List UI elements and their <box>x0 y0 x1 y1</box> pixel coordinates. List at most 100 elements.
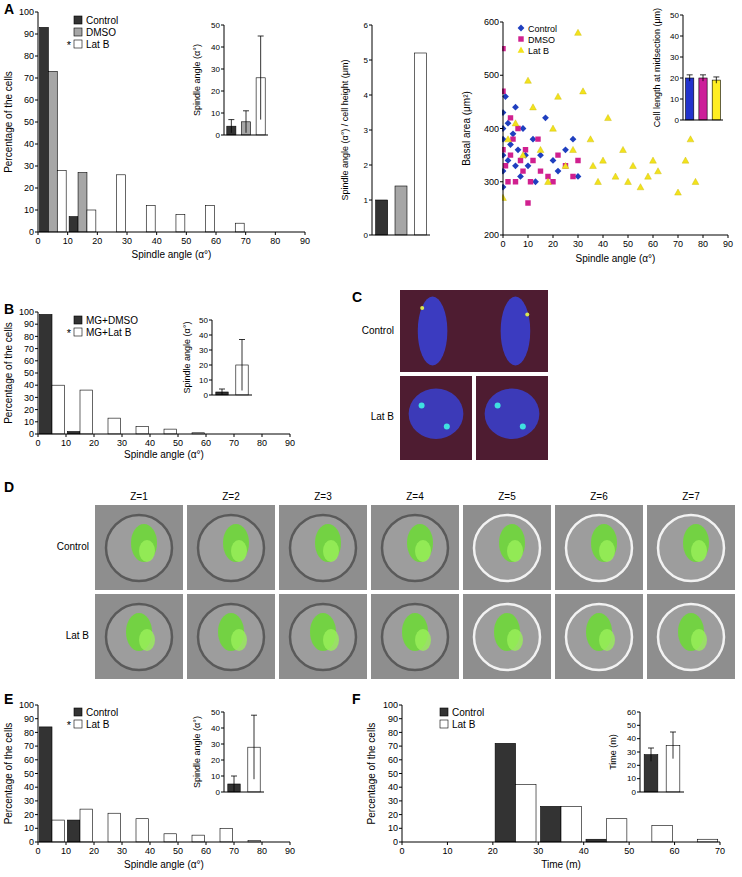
point <box>525 200 530 205</box>
x-tick-label: 10 <box>61 438 71 448</box>
bars <box>39 314 204 434</box>
row-label: Control <box>57 541 89 552</box>
point <box>523 147 528 152</box>
x-tick <box>97 232 98 235</box>
y-tick <box>35 34 38 35</box>
x-tick <box>150 434 151 437</box>
bar <box>376 200 388 235</box>
y-axis-title: Percentage of the cells <box>3 71 14 173</box>
y-tick <box>399 800 402 801</box>
x-axis <box>38 232 305 233</box>
y-tick <box>35 12 38 13</box>
micrograph-bg <box>95 505 183 590</box>
y-tick <box>369 200 372 201</box>
cell <box>474 515 540 581</box>
micrograph-haze <box>400 290 548 372</box>
bar-chart: 01020304050Cell length at midsection (μm… <box>652 8 723 127</box>
y-tick-label: 100 <box>19 7 34 17</box>
y-tick <box>369 60 372 61</box>
x-axis-title: Time (m) <box>541 859 581 870</box>
y-tick-label: 30 <box>24 796 34 806</box>
x-tick <box>720 842 721 845</box>
y-tick-label: 30 <box>627 748 636 757</box>
y-tick-label: 60 <box>24 356 34 366</box>
x-tick-label: 20 <box>89 846 99 856</box>
point <box>605 114 612 120</box>
legend-label: DMSO <box>86 27 116 38</box>
x-tick <box>538 842 539 845</box>
x-tick-label: 70 <box>241 236 251 246</box>
y-tick-label: 30 <box>670 53 679 62</box>
x-tick-label: 60 <box>211 236 221 246</box>
y-tick-label: 500 <box>484 70 499 80</box>
x-tick-label: 90 <box>300 236 310 246</box>
y-tick <box>35 718 38 719</box>
micrograph <box>95 594 183 679</box>
micrograph-bg <box>463 594 551 679</box>
y-tick <box>500 75 503 76</box>
spindle-signal <box>507 629 523 651</box>
micrograph-bg <box>279 505 367 590</box>
y-axis-title: Percentage of the cells <box>3 723 14 825</box>
y-tick <box>209 320 212 321</box>
x-tick-label: 30 <box>117 438 127 448</box>
point <box>538 168 543 173</box>
y-tick <box>35 385 38 386</box>
point <box>562 146 569 153</box>
x-axis-title: Spindle angle (α°) <box>576 253 656 264</box>
y-tick <box>35 210 38 211</box>
y-tick-label: 50 <box>24 117 34 127</box>
y-tick-label: 4 <box>364 91 369 100</box>
y-tick <box>399 759 402 760</box>
spindle-signal <box>591 524 617 562</box>
y-tick <box>500 181 503 182</box>
spindle-signal <box>691 629 707 651</box>
y-tick-label: 30 <box>199 346 208 355</box>
y-tick <box>399 746 402 747</box>
bar <box>495 743 515 842</box>
y-tick <box>35 324 38 325</box>
y-tick-label: 40 <box>24 139 34 149</box>
point <box>545 178 552 184</box>
legend-label: MG+Lat B <box>86 327 132 338</box>
y-tick-label: 20 <box>24 810 34 820</box>
y-tick-label: 50 <box>627 721 636 730</box>
point <box>525 77 532 83</box>
legend-label: Control <box>452 707 484 718</box>
bar <box>561 806 581 842</box>
point <box>520 152 527 158</box>
spindle-signal <box>223 524 249 562</box>
y-tick-label: 100 <box>19 307 34 317</box>
x-tick-label: 20 <box>548 239 558 249</box>
y-tick-label: 600 <box>484 17 499 27</box>
x-axis <box>402 842 720 843</box>
y-tick-label: 10 <box>627 774 636 783</box>
column-label: Z=4 <box>406 491 424 502</box>
micrograph <box>95 505 183 590</box>
point <box>503 163 508 168</box>
spindle-signal <box>507 540 523 562</box>
bar <box>80 390 93 434</box>
x-tick <box>653 235 654 238</box>
column-label: Z=2 <box>222 491 240 502</box>
micrograph-haze <box>400 376 472 460</box>
y-tick <box>209 395 212 396</box>
point <box>562 162 569 168</box>
bar <box>164 834 177 842</box>
bar <box>39 27 48 232</box>
point <box>513 179 518 184</box>
spot <box>495 402 501 408</box>
point <box>517 173 524 180</box>
y-tick <box>35 705 38 706</box>
bar <box>78 173 87 232</box>
y-axis-title: Spindle angle (α°) <box>192 716 202 788</box>
point <box>505 179 510 184</box>
x-tick <box>216 232 217 235</box>
x-tick-label: 90 <box>285 438 295 448</box>
x-tick-label: 80 <box>698 239 708 249</box>
x-tick <box>678 235 679 238</box>
legend-label: Lat B <box>86 39 110 50</box>
x-axis <box>683 120 723 121</box>
x-tick-label: 40 <box>145 846 155 856</box>
point <box>505 157 512 164</box>
